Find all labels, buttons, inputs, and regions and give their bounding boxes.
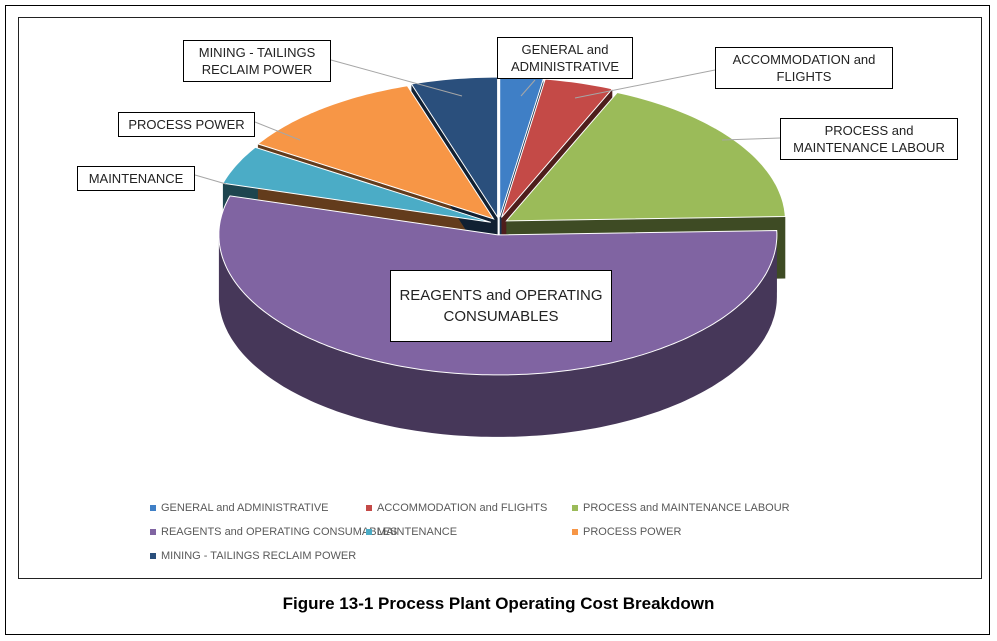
legend-label: REAGENTS and OPERATING CONSUMABLES xyxy=(161,526,397,538)
legend-label: PROCESS and MAINTENANCE LABOUR xyxy=(583,502,790,514)
legend-label: MAINTENANCE xyxy=(377,526,457,538)
data-label: REAGENTS and OPERATING CONSUMABLES xyxy=(390,270,612,342)
slice xyxy=(505,91,786,222)
legend-marker xyxy=(150,529,156,535)
slice xyxy=(410,76,499,219)
data-label: MAINTENANCE xyxy=(77,166,195,191)
data-label: ACCOMMODATION and FLIGHTS xyxy=(715,47,893,89)
plot-area xyxy=(18,17,982,579)
legend-marker xyxy=(572,529,578,535)
leader-line xyxy=(574,69,716,99)
leader-line xyxy=(520,79,536,97)
leader-line xyxy=(254,121,301,141)
legend-marker xyxy=(572,505,578,511)
legend-marker xyxy=(150,505,156,511)
leader-line xyxy=(721,137,781,141)
figure-frame xyxy=(5,5,990,635)
slice-side xyxy=(218,234,777,437)
legend-label: GENERAL and ADMINISTRATIVE xyxy=(161,502,329,514)
leader-line xyxy=(330,59,463,97)
legend-label: MINING - TAILINGS RECLAIM POWER xyxy=(161,550,356,562)
caption: Figure 13-1 Process Plant Operating Cost… xyxy=(282,594,715,613)
legend-label: ACCOMMODATION and FLIGHTS xyxy=(377,502,547,514)
leader-line xyxy=(194,174,227,185)
legend-marker xyxy=(366,529,372,535)
legend-marker xyxy=(150,553,156,559)
slice xyxy=(501,78,614,218)
legend-marker xyxy=(366,505,372,511)
legend-label: PROCESS POWER xyxy=(583,526,681,538)
data-label: PROCESS POWER xyxy=(118,112,255,137)
data-label: PROCESS and MAINTENANCE LABOUR xyxy=(780,118,958,160)
slice xyxy=(256,85,495,220)
slice xyxy=(222,146,491,223)
data-label: GENERAL and ADMINISTRATIVE xyxy=(497,37,633,79)
data-label: MINING - TAILINGS RECLAIM POWER xyxy=(183,40,331,82)
